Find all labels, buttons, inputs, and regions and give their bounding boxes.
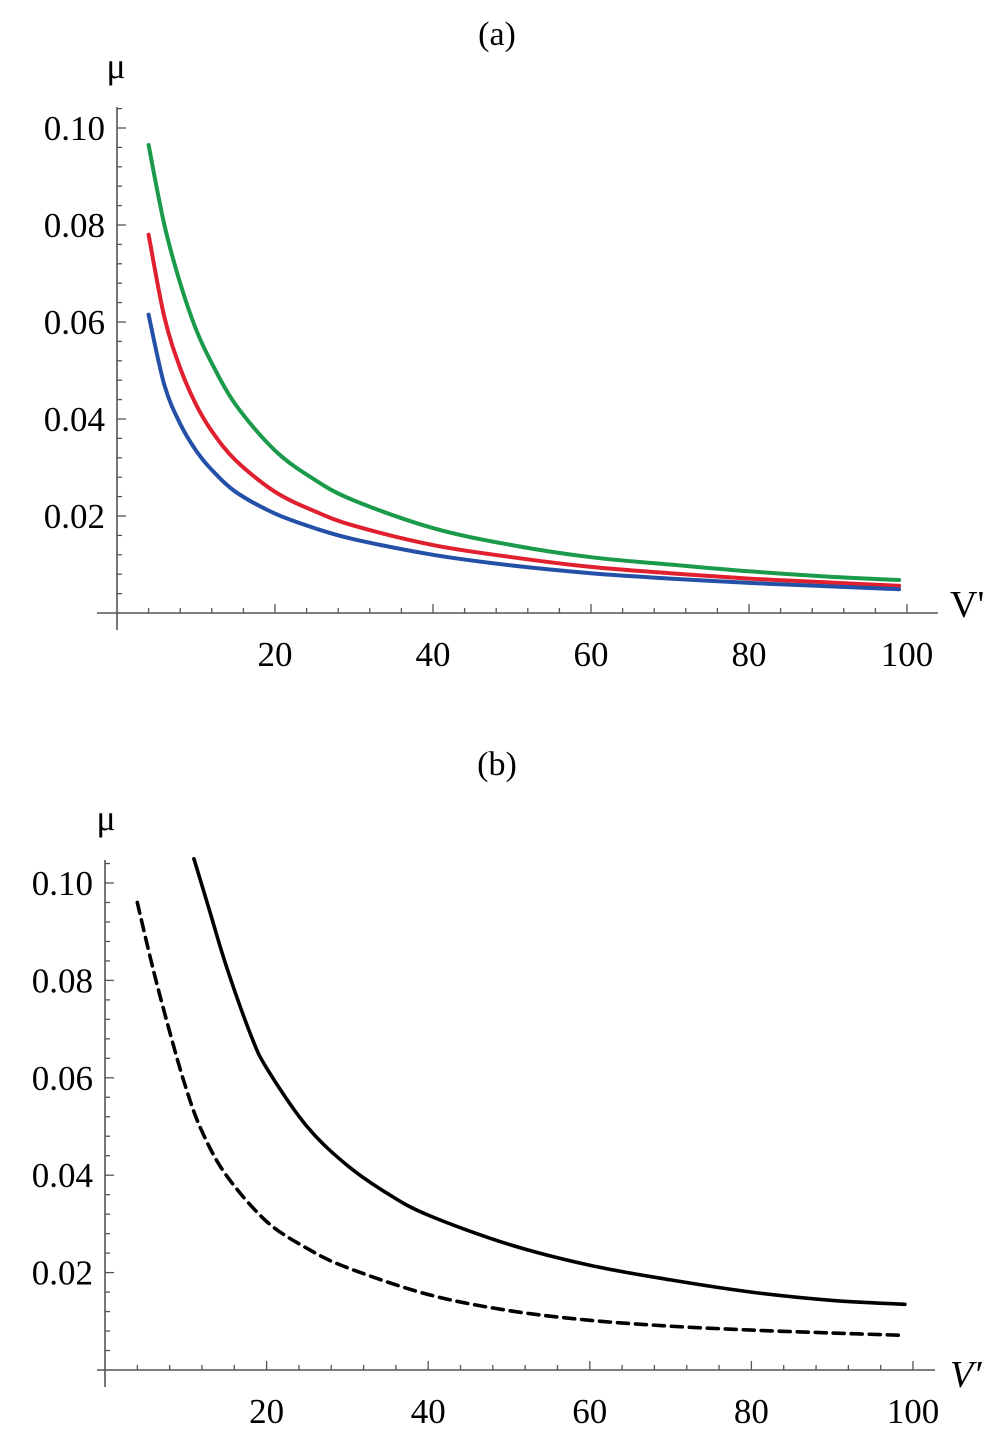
- chart-a-x-tick-label: 80: [732, 635, 767, 674]
- chart-b-x-tick-label: 20: [249, 1392, 284, 1431]
- chart-panel-a: (a) μ V' 20 40 60 80 100 0.02 0.04 0.06 0.08 0.10: [44, 16, 985, 674]
- chart-b-series-2-line: [135, 900, 907, 1338]
- chart-a-y-tick-label: 0.10: [44, 109, 105, 148]
- chart-b-axes: 20 40 60 80 100 0.02 0.04 0.06 0.08 0.10: [32, 860, 940, 1431]
- chart-b-y-axis-label: μ: [96, 798, 115, 838]
- chart-b-x-tick-label: 80: [734, 1392, 769, 1431]
- chart-b-x-tick-label: 100: [887, 1392, 940, 1431]
- chart-b-x-axis-label: V′: [950, 1354, 982, 1396]
- chart-b-y-tick-label: 0.02: [32, 1254, 93, 1293]
- chart-b-title: (b): [477, 746, 517, 783]
- chart-b-y-tick-label: 0.06: [32, 1059, 93, 1098]
- chart-b-x-tick-label: 60: [572, 1392, 607, 1431]
- chart-a-x-axis-label: V': [950, 584, 984, 626]
- chart-b-plot-area: [135, 856, 907, 1338]
- chart-a-y-tick-label: 0.08: [44, 206, 105, 245]
- chart-a-axes: 20 40 60 80 100 0.02 0.04 0.06 0.08 0.10: [44, 107, 938, 674]
- chart-a-y-tick-label: 0.04: [44, 400, 105, 439]
- chart-a-x-tick-label: 40: [416, 635, 451, 674]
- chart-a-y-axis-label: μ: [106, 46, 125, 86]
- chart-a-x-tick-label: 100: [881, 635, 934, 674]
- chart-b-y-tick-label: 0.04: [32, 1156, 93, 1195]
- chart-b-y-tick-label: 0.10: [32, 864, 93, 903]
- chart-a-x-tick-label: 20: [258, 635, 293, 674]
- chart-panel-b: (b) μ V′ 20 40 60 80 100 0.02 0.04 0.06 0.08 0.10: [32, 746, 982, 1431]
- chart-b-x-tick-label: 40: [411, 1392, 446, 1431]
- chart-a-y-tick-label: 0.02: [44, 497, 105, 536]
- chart-a-series-3-line: [146, 312, 902, 592]
- chart-a-y-tick-label: 0.06: [44, 303, 105, 342]
- chart-a-title: (a): [478, 16, 516, 53]
- chart-b-series-1-line: [192, 856, 907, 1307]
- chart-a-x-tick-label: 60: [574, 635, 609, 674]
- chart-b-y-tick-label: 0.08: [32, 961, 93, 1000]
- chart-a-series-2-line: [146, 232, 902, 588]
- chart-a-plot-area: [146, 143, 902, 592]
- chart-a-series-1-line: [146, 143, 902, 582]
